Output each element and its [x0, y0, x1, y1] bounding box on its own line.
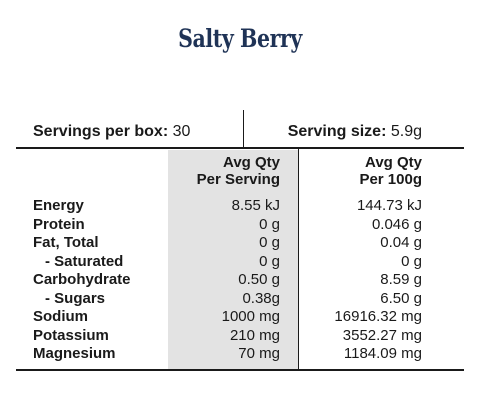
- table-top-rule: [16, 147, 464, 149]
- per-serving-column-shade: [168, 150, 298, 369]
- nutrient-row: Carbohydrate 0.50 g 8.59 g: [0, 271, 480, 290]
- nutrient-row: Energy 8.55 kJ 144.73 kJ: [0, 197, 480, 216]
- per-serving-value: 1000 mg: [221, 308, 280, 325]
- per-100g-value: 16916.32 mg: [334, 308, 422, 325]
- column-header-per-100g: Avg Qty Per 100g: [359, 154, 422, 188]
- serving-size-value: 5.9g: [390, 123, 422, 140]
- nutrient-name: Energy: [33, 197, 84, 214]
- per-serving-value: 8.55 kJ: [231, 197, 280, 214]
- per-100g-value: 0 g: [401, 252, 422, 270]
- per-serving-value: 0.38g: [242, 289, 280, 307]
- per-serving-value: 0 g: [259, 234, 280, 251]
- column-header-line: Per Serving: [196, 171, 280, 188]
- per-serving-value: 210 mg: [229, 326, 280, 344]
- nutrient-name: Sodium: [33, 308, 88, 325]
- per-100g-value: 1184.09 mg: [343, 345, 422, 362]
- per-100g-value: 144.73 kJ: [356, 197, 422, 214]
- serving-size-label: Serving size:: [287, 123, 387, 140]
- per-100g-value: 6.50 g: [380, 289, 422, 307]
- column-divider: [298, 149, 299, 369]
- servings-per-box-value: 30: [172, 123, 191, 140]
- per-100g-value: 8.59 g: [380, 271, 422, 288]
- servings-per-box-label: Servings per box:: [33, 123, 169, 140]
- nutrient-row: - Sugars 0.38g 6.50 g: [0, 290, 480, 309]
- nutrient-name: Carbohydrate: [33, 271, 131, 288]
- column-header-per-serving: Avg Qty Per Serving: [197, 154, 280, 188]
- column-header-line: Avg Qty: [223, 154, 280, 171]
- nutrient-name: - Saturated: [45, 252, 124, 270]
- servings-divider: [243, 110, 244, 148]
- nutrient-row: - Saturated 0 g 0 g: [0, 253, 480, 272]
- product-title: Salty Berry: [178, 24, 302, 53]
- nutrient-list: Energy 8.55 kJ 144.73 kJ Protein 0 g 0.0…: [0, 197, 480, 364]
- nutrient-row: Protein 0 g 0.046 g: [0, 216, 480, 235]
- per-100g-value: 3552.27 mg: [342, 326, 422, 344]
- nutrient-name: - Sugars: [45, 289, 106, 307]
- nutrient-row: Fat, Total 0 g 0.04 g: [0, 234, 480, 253]
- nutrient-row: Potassium 210 mg 3552.27 mg: [0, 327, 480, 346]
- per-serving-value: 70 mg: [238, 345, 280, 362]
- table-bottom-rule: [16, 369, 464, 371]
- nutrient-name: Potassium: [33, 326, 109, 344]
- nutrient-name: Fat, Total: [33, 234, 99, 251]
- nutrient-row: Magnesium 70 mg 1184.09 mg: [0, 345, 480, 364]
- per-serving-value: 0.50 g: [238, 271, 280, 288]
- serving-size: Serving size: 5.9g: [288, 120, 422, 144]
- nutrient-row: Sodium 1000 mg 16916.32 mg: [0, 308, 480, 327]
- nutrient-name: Protein: [33, 215, 85, 233]
- per-serving-value: 0 g: [259, 215, 280, 233]
- per-100g-value: 0.046 g: [371, 215, 422, 233]
- per-serving-value: 0 g: [259, 252, 280, 270]
- per-100g-value: 0.04 g: [380, 234, 422, 251]
- nutrient-name: Magnesium: [33, 345, 116, 362]
- column-header-line: Avg Qty: [365, 154, 422, 171]
- column-header-line: Per 100g: [359, 171, 422, 188]
- servings-per-box: Servings per box: 30: [33, 120, 190, 144]
